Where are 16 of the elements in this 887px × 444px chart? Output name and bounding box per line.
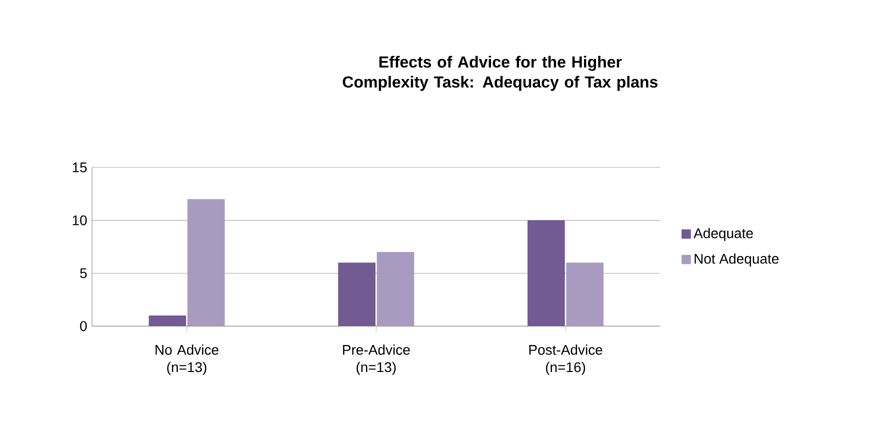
bar	[566, 262, 604, 326]
bar	[376, 252, 414, 326]
bar	[528, 220, 565, 326]
bar	[148, 315, 186, 326]
y-tick-label: 15	[72, 162, 87, 172]
x-tick-label: No Advice (n=13)	[156, 344, 218, 375]
legend-label: Not Adequate	[694, 253, 779, 266]
x-tick-label: Post-Advice (n=16)	[529, 344, 602, 375]
bar	[187, 199, 225, 326]
chart-title: Effects of Advice for the Higher Complexity Task: Adequacy of Tax plans	[342, 56, 658, 91]
bar	[338, 262, 376, 326]
legend-label: Adequate	[694, 228, 753, 241]
y-tick-label: 5	[80, 268, 87, 278]
x-tick-label: Pre-Advice (n=13)	[343, 344, 410, 375]
y-tick-label: 10	[72, 215, 87, 226]
y-tick-label: 0	[80, 321, 87, 332]
